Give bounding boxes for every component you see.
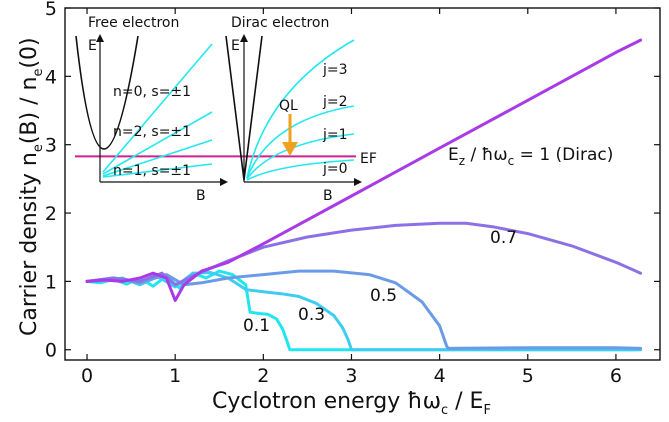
y-tick-label: 2 <box>45 203 57 225</box>
inset-free-parabola <box>75 35 139 150</box>
y-tick-label: 1 <box>45 271 57 293</box>
x-axis-title-tail: / E <box>448 389 483 414</box>
x-tick-label: 5 <box>522 365 534 387</box>
inset-dirac-xlabel: B <box>323 188 333 204</box>
series-layer <box>85 38 643 352</box>
inset-free-level-2 <box>102 139 213 177</box>
inset-free-level-0 <box>102 43 213 173</box>
inset-dirac-level-3 <box>246 39 355 179</box>
inset-dirac-level-0 <box>246 159 355 181</box>
inset-free-title: Free electron <box>88 15 179 31</box>
series-line-2 <box>85 269 643 350</box>
inset-dirac-y-arrow <box>240 34 248 42</box>
inset-dirac-level-1 <box>246 133 355 180</box>
label-dirac: Ez / ħωc = 1 (Dirac) <box>448 145 613 168</box>
y-axis-title-mid: (B) / n <box>17 77 42 145</box>
label-series-0-7: 0.7 <box>490 228 517 248</box>
inset-free-xlabel: B <box>196 188 206 204</box>
axis-ticks: 0 1 2 3 4 5 6 0 1 2 3 4 5 <box>45 0 660 387</box>
inset-dirac-x-arrow <box>354 178 362 186</box>
inset-dirac-ql-arrow-head <box>282 142 298 156</box>
inset-free-level-label-2: n=1, s=±1 <box>113 163 191 179</box>
inset-free-ylabel: E <box>88 38 97 54</box>
inset-dirac-level-label-1: j=1 <box>322 127 348 143</box>
label-dirac-tail: = 1 (Dirac) <box>514 145 613 165</box>
y-tick-label: 3 <box>45 135 57 157</box>
y-axis-title-main: Carrier density n <box>17 152 42 336</box>
plot-frame <box>64 7 661 361</box>
label-series-0-1: 0.1 <box>243 316 270 336</box>
inset-dirac-level-label-0: j=0 <box>322 161 348 177</box>
inset-free-y-arrow <box>96 34 104 42</box>
inset-free-level-3 <box>102 163 213 178</box>
x-tick-label: 3 <box>345 365 357 387</box>
inset-dirac-electron: Dirac electron E B j=3 j=2 j=1 j=0 QL EF <box>225 15 377 204</box>
inset-dirac-ylabel: E <box>231 38 240 54</box>
label-series-0-3: 0.3 <box>298 305 325 325</box>
label-dirac-main: E <box>448 145 459 165</box>
label-series-0-5: 0.5 <box>370 286 397 306</box>
y-axis-title: Carrier density ne(B) / ne(0) <box>17 37 46 336</box>
x-axis-title-tail-sub: F <box>483 403 490 418</box>
x-tick-label: 4 <box>434 365 446 387</box>
inset-dirac-level-label-3: j=3 <box>322 62 348 78</box>
y-tick-label: 4 <box>45 66 57 88</box>
series-line-4 <box>85 38 643 302</box>
inset-dirac-cone <box>225 35 263 181</box>
inset-free-x-arrow <box>220 178 228 186</box>
inset-free-level-1 <box>102 111 213 175</box>
y-axis-title-tail: (0) <box>17 37 42 68</box>
x-axis-title-main: Cyclotron energy ħω <box>212 389 441 414</box>
y-axis-title-sub2: e <box>31 69 46 77</box>
x-tick-label: 6 <box>610 365 622 387</box>
inset-free-level-label-1: n=2, s=±1 <box>113 124 191 140</box>
inset-free-level-label-0: n=0, s=±1 <box>113 84 191 100</box>
inset-dirac-title: Dirac electron <box>231 15 329 31</box>
inset-dirac-level-label-2: j=2 <box>322 94 348 110</box>
inset-dirac-level-2 <box>246 105 355 179</box>
x-tick-label: 1 <box>169 365 181 387</box>
inset-free-electron: Free electron E B n=0, s=±1 n=2, s=±1 n=… <box>75 15 228 204</box>
label-dirac-rest: / ħω <box>465 145 508 165</box>
label-dirac-sub2: c <box>508 154 515 168</box>
x-axis-title-sub: c <box>441 403 448 418</box>
y-tick-label: 5 <box>45 0 57 20</box>
label-dirac-sub: z <box>459 154 465 168</box>
inset-dirac-ef-label: EF <box>360 151 377 167</box>
y-tick-label: 0 <box>45 340 57 362</box>
x-tick-label: 0 <box>81 365 93 387</box>
x-tick-label: 2 <box>257 365 269 387</box>
y-axis-title-sub1: e <box>31 144 46 152</box>
x-axis-title: Cyclotron energy ħωc / EF <box>212 389 491 418</box>
inset-dirac-ql-label: QL <box>279 98 298 114</box>
